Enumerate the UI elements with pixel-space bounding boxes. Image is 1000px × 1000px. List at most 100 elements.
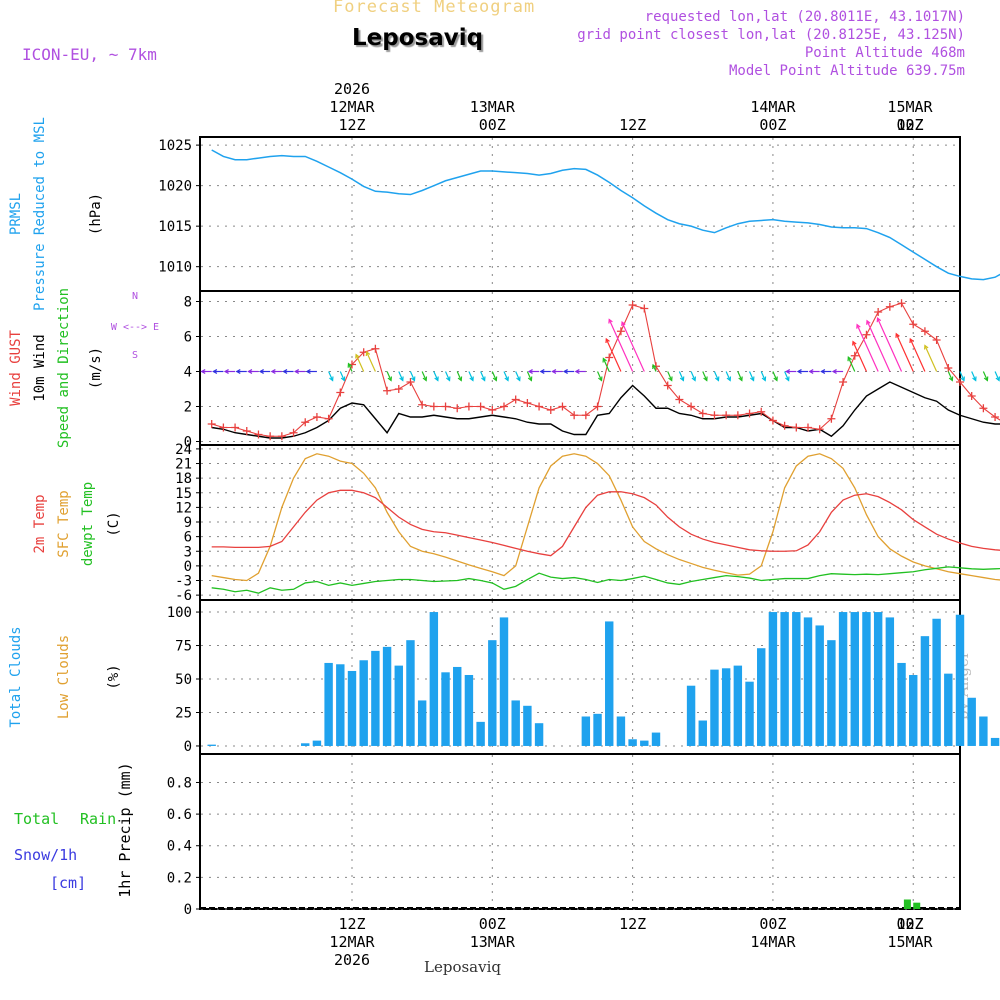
cloud-ytick-label: 0 — [184, 739, 192, 755]
wind-arrowhead — [200, 369, 206, 374]
rain-bar — [903, 899, 911, 909]
gust-marker — [605, 353, 614, 362]
wind-arrowhead — [329, 376, 334, 382]
wind-arrow — [421, 371, 427, 381]
cloud-ytick-label: 50 — [175, 672, 192, 688]
rain-bar — [913, 902, 921, 909]
wind-arrow — [772, 371, 778, 381]
precip-ytick-label: 0.2 — [167, 870, 192, 886]
bottom-axis-label: 15MAR — [887, 933, 933, 951]
gust-marker — [944, 364, 953, 372]
wind-arrow — [895, 333, 914, 372]
wind-arrowhead — [895, 332, 900, 338]
wind-arrowhead — [539, 369, 545, 374]
total-cloud-bar — [745, 681, 754, 746]
wind-arrow — [433, 371, 439, 381]
wind-arrowhead — [492, 376, 498, 382]
wind-arrowhead — [562, 369, 568, 374]
total-cloud-bar — [453, 666, 462, 746]
model-altitude: Model Point Altitude 639.75m — [728, 63, 965, 79]
total-cloud-bar — [476, 721, 485, 746]
temp2m-series — [211, 489, 1000, 557]
gust-marker — [511, 395, 520, 404]
wind-arrow — [702, 371, 708, 381]
wind-arrow — [328, 371, 334, 381]
wind-arrow — [366, 351, 376, 372]
wind-arrowhead — [773, 376, 778, 382]
total-cloud-bar — [967, 697, 976, 746]
gust-marker — [266, 432, 275, 441]
wind-arrowhead — [340, 376, 346, 382]
wind-gust-series — [211, 302, 1000, 437]
gust-marker — [231, 423, 240, 432]
gust-marker — [488, 406, 497, 414]
wind-arrow — [602, 358, 610, 372]
wind-arrow — [468, 371, 474, 381]
cloud-ytick-label: 100 — [167, 605, 192, 621]
gust-marker — [733, 411, 742, 420]
wind-arrow — [994, 371, 1000, 381]
pressure-ytick-label: 1015 — [158, 219, 192, 235]
total-cloud-bar — [488, 640, 497, 746]
gust-marker — [301, 418, 310, 427]
top-axis-label: 2026 — [334, 80, 370, 98]
total-cloud-bar — [429, 612, 439, 746]
wind-arrowhead — [527, 369, 533, 374]
wind-arrowhead — [960, 376, 965, 382]
wind-arrowhead — [422, 376, 428, 382]
total-cloud-bar — [990, 737, 1000, 746]
wind-arrowhead — [876, 317, 882, 323]
gust-marker — [242, 427, 251, 435]
wind-arrowhead — [355, 353, 360, 359]
wind-arrow — [339, 371, 345, 381]
total-cloud-bar — [616, 716, 626, 746]
wind-arrow — [856, 324, 879, 372]
wind-arrowhead — [972, 376, 977, 382]
wind-arrowhead — [212, 369, 218, 374]
wind-arrow — [608, 319, 634, 372]
total-cloud-bar — [862, 612, 871, 746]
temp-ytick-label: -3 — [175, 574, 192, 590]
sfc-temp-series — [211, 453, 1000, 582]
wind-arrow — [386, 371, 392, 381]
wind-arrowhead — [235, 369, 241, 374]
gust-marker — [979, 404, 988, 413]
wind-arrowhead — [410, 376, 416, 382]
temp-ytick-label: 0 — [184, 559, 192, 575]
wind-arrow — [491, 371, 497, 381]
wind-arrowhead — [738, 376, 743, 382]
pressure-unit: (hPa) — [88, 193, 104, 235]
gust-marker — [593, 402, 602, 411]
total-cloud-bar — [406, 640, 415, 746]
temp-ytick-label: 18 — [175, 471, 192, 487]
wind-arrowhead — [574, 369, 580, 374]
total-cloud-bar — [733, 665, 743, 746]
wind-arrow — [737, 371, 743, 381]
gust-marker — [956, 378, 964, 386]
precip-unit: 1hr Precip (mm) — [116, 762, 134, 897]
wind-arrowhead — [481, 376, 486, 382]
wind-arrowhead — [866, 319, 871, 325]
gust-marker — [336, 388, 345, 397]
gust-marker — [464, 402, 473, 411]
wind-arrowhead — [761, 376, 767, 382]
total-cloud-bar — [371, 650, 380, 746]
requested-coords: requested lon,lat (20.8011E, 43.1017N) — [644, 9, 965, 25]
wind-arrowhead — [258, 369, 264, 374]
top-axis-label: 12MAR — [329, 98, 375, 116]
gust-marker — [768, 416, 777, 425]
gust-marker — [254, 430, 263, 439]
temp-ytick-label: 15 — [175, 486, 192, 502]
gust-marker — [862, 330, 871, 339]
gust-marker — [850, 351, 859, 360]
wind-arrowhead — [365, 350, 371, 357]
gust-marker — [967, 392, 976, 400]
temp-unit: (C) — [106, 511, 122, 536]
total-cloud-bar — [417, 700, 427, 746]
gust-marker — [324, 414, 333, 423]
wind-arrow — [959, 371, 965, 381]
wind-arrow — [947, 371, 953, 381]
precip-label-cm: [cm] — [50, 874, 86, 892]
wind-unit: (m/s) — [88, 347, 104, 389]
